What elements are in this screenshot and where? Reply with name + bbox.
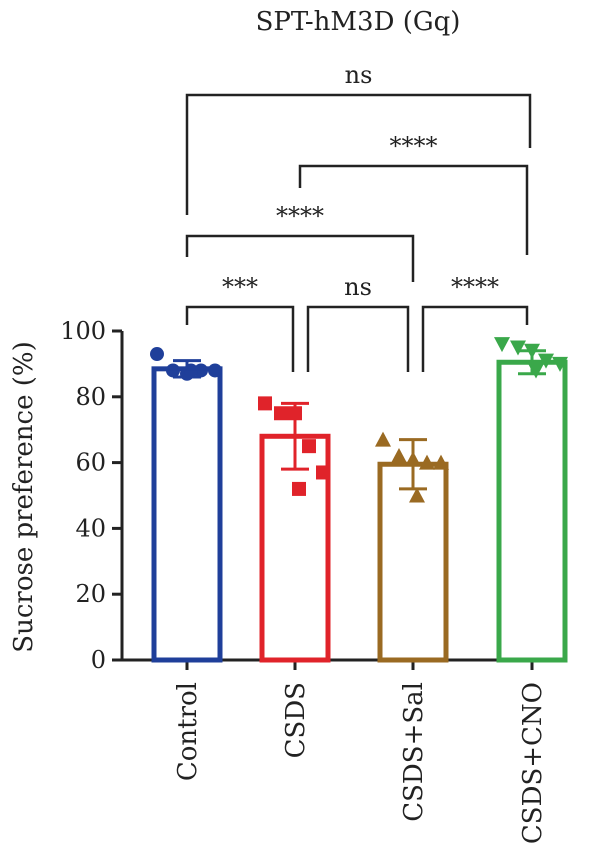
- data-point: [292, 481, 306, 496]
- significance-label: ns: [344, 273, 372, 301]
- significance-label: ****: [390, 132, 438, 160]
- y-tick-label: 100: [60, 317, 106, 345]
- data-point: [208, 363, 222, 378]
- data-point: [274, 406, 288, 421]
- bar: [377, 461, 449, 663]
- y-tick-label: 0: [91, 646, 106, 674]
- comparison-bracket: [185, 305, 295, 372]
- significance-label: ****: [451, 273, 499, 301]
- y-tick-label: 80: [75, 383, 106, 411]
- data-point: [552, 356, 568, 372]
- y-tick-label: 20: [75, 580, 106, 608]
- comparison-bracket: [306, 305, 410, 372]
- data-point: [391, 448, 407, 464]
- data-point: [258, 396, 272, 411]
- category-label: CSDS+CNO: [518, 682, 548, 844]
- data-point: [528, 363, 544, 379]
- data-point: [433, 454, 449, 470]
- category-label: CSDS: [281, 682, 311, 758]
- y-tick-label: 60: [75, 449, 106, 477]
- significance-label: ***: [222, 273, 258, 301]
- category-label: Control: [173, 682, 203, 781]
- bars: [151, 359, 568, 663]
- comparison-bracket: [421, 305, 529, 372]
- comparison-bracket: [298, 164, 529, 255]
- y-tick-label: 40: [75, 514, 106, 542]
- data-point: [150, 347, 164, 362]
- data-point: [316, 465, 330, 480]
- axes: 0 20 40 60 80 100: [60, 317, 565, 674]
- significance-brackets: *** ns **** **** **** ns: [185, 61, 532, 372]
- significance-label: ****: [276, 202, 324, 230]
- data-point: [510, 340, 526, 356]
- category-label: CSDS+Sal: [399, 682, 429, 822]
- data-point: [375, 431, 391, 447]
- chart-title: SPT-hM3D (Gq): [256, 7, 461, 37]
- data-point: [409, 487, 425, 503]
- error-bars: [165, 349, 554, 491]
- data-point: [494, 337, 510, 353]
- significance-label: ns: [345, 61, 373, 89]
- data-point: [302, 439, 316, 454]
- comparison-bracket: [185, 93, 532, 215]
- bar: [496, 359, 568, 663]
- x-tick-labels: Control CSDS CSDS+Sal CSDS+CNO: [173, 682, 548, 844]
- bar: [151, 366, 223, 663]
- y-axis-label: Sucrose preference (%): [9, 341, 39, 652]
- comparison-bracket: [185, 234, 415, 282]
